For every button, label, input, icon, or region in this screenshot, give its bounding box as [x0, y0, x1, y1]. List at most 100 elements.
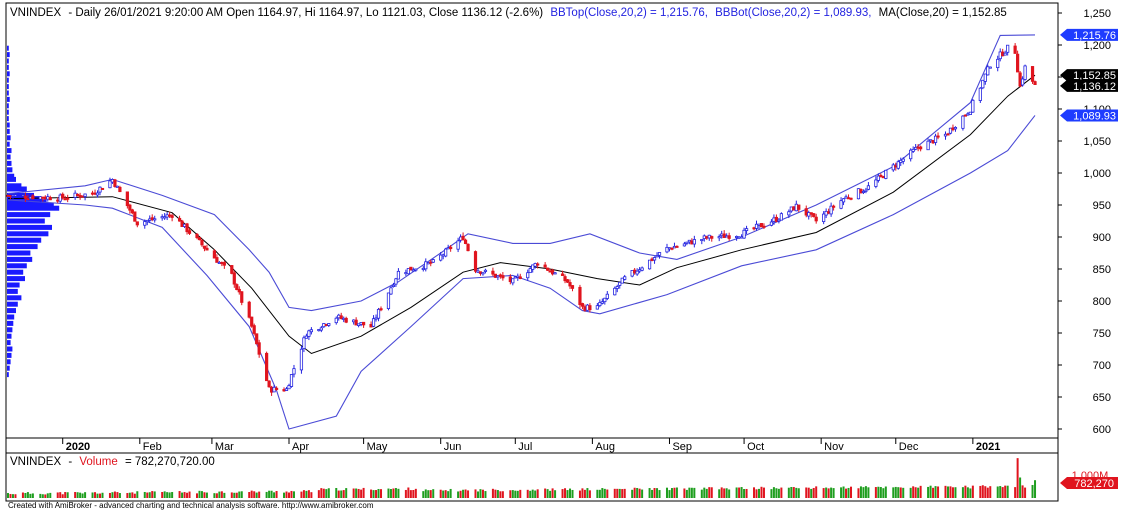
candle: [100, 187, 105, 190]
candle: [919, 145, 923, 152]
volume-bar: [345, 488, 348, 498]
profile-bar: [7, 314, 15, 320]
volume-bar: [549, 490, 552, 498]
candle: [623, 274, 627, 281]
volume-bar: [710, 487, 713, 498]
x-tick-label: 2021: [976, 441, 1000, 453]
volume-bar: [670, 488, 673, 498]
profile-bar: [7, 122, 10, 128]
volume-bar: [623, 488, 626, 498]
volume-bar: [302, 490, 305, 498]
candle: [946, 132, 950, 136]
volume-bar: [372, 490, 375, 498]
volume-bar: [718, 489, 721, 498]
volume-bar: [250, 490, 253, 498]
profile-bar: [7, 205, 60, 211]
candle: [615, 284, 619, 293]
volume-bar: [613, 488, 616, 498]
candle: [595, 303, 599, 310]
profile-bar: [7, 116, 9, 122]
profile-bar: [7, 141, 10, 147]
volume-bar: [946, 486, 949, 498]
candle: [742, 227, 746, 239]
candle: [585, 303, 590, 311]
candle: [647, 259, 652, 270]
volume-bar: [439, 489, 442, 498]
candle: [327, 323, 331, 328]
volume-bar: [392, 488, 395, 498]
volume-bar: [449, 488, 452, 498]
candle: [640, 266, 644, 272]
volume-bar: [845, 488, 848, 498]
candle: [456, 237, 460, 253]
volume-bar: [404, 489, 407, 498]
profile-bar: [7, 308, 16, 314]
profile-bar: [7, 109, 9, 115]
volume-bar: [81, 493, 84, 498]
y-tick-label: 700: [1093, 360, 1111, 372]
candle: [933, 133, 938, 146]
profile-bar: [7, 212, 51, 218]
svg-text:1,152.85: 1,152.85: [1073, 70, 1116, 82]
volume-bar: [850, 486, 853, 498]
volume-bar: [762, 487, 765, 498]
volume-bar: [894, 486, 897, 498]
volume-bar: [116, 492, 119, 498]
volume-bar: [797, 488, 800, 498]
price-header: VNINDEX - Daily 26/01/2021 9:20:00 AM Op…: [10, 7, 1007, 19]
volume-bar: [223, 492, 226, 498]
volume-bar: [414, 488, 417, 498]
candle: [23, 192, 28, 203]
volume-bar: [949, 486, 952, 498]
volume-bar: [200, 491, 203, 498]
volume-bar: [534, 490, 537, 498]
candle: [1006, 44, 1010, 56]
volume-bar: [96, 493, 99, 498]
volume-bar: [1034, 480, 1037, 498]
volume-bar: [812, 487, 815, 498]
candle: [185, 222, 189, 235]
volume-bar: [606, 489, 609, 498]
volume-bars: [7, 458, 1037, 498]
volume-bar: [151, 491, 154, 498]
candle: [841, 198, 846, 206]
volume-bar: [220, 491, 223, 498]
volume-bar: [203, 492, 206, 498]
volume-bar: [153, 491, 156, 498]
profile-bar: [7, 276, 25, 282]
profile-bar: [7, 244, 38, 250]
profile-bar: [7, 173, 15, 179]
volume-bar: [827, 488, 830, 498]
volume-bar: [648, 488, 651, 498]
volume-bar: [447, 491, 450, 498]
candle: [675, 245, 679, 248]
volume-bar: [424, 489, 427, 498]
volume-bar: [1014, 487, 1017, 498]
volume-bar: [131, 492, 134, 498]
profile-bar: [7, 77, 9, 83]
svg-text:1,089.93: 1,089.93: [1073, 110, 1116, 122]
volume-bar: [91, 492, 94, 498]
volume-bar: [99, 493, 102, 498]
candle: [493, 273, 498, 278]
profile-bar: [7, 365, 10, 371]
value-tags: 1,215.76 1,152.851,136.12 1,089.93: [1060, 28, 1118, 122]
x-tick-label: Apr: [292, 441, 309, 453]
volume-bar: [954, 487, 957, 498]
volume-bar: [320, 488, 323, 498]
candle: [302, 335, 306, 353]
volume-bar: [830, 487, 833, 498]
profile-bar: [7, 52, 10, 58]
profile-bar: [7, 288, 18, 294]
volume-bar: [375, 490, 378, 498]
volume-bar: [884, 486, 887, 498]
volume-bar: [897, 487, 900, 498]
x-tick-label: May: [367, 441, 388, 453]
candle: [814, 213, 818, 224]
header-bbtop: BBTop(Close,20,2) = 1,215.76,: [550, 7, 708, 19]
volume-bar: [9, 493, 12, 498]
volume-bar: [300, 491, 303, 498]
volume-bar: [536, 489, 539, 498]
profile-bar: [7, 269, 24, 275]
